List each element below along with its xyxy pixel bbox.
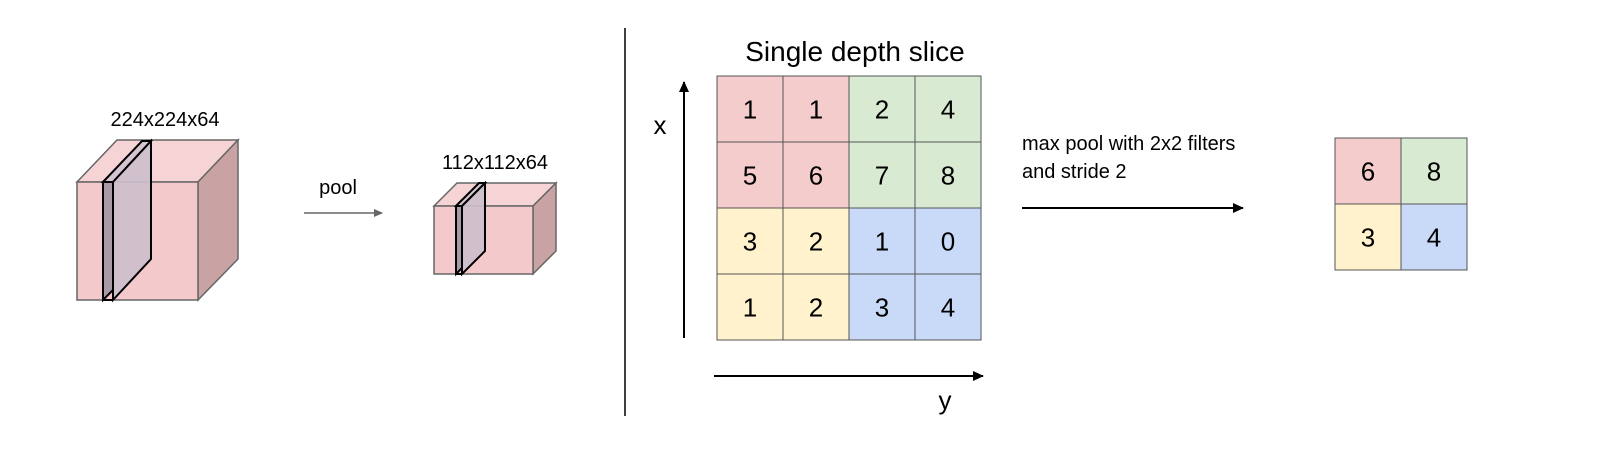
input-grid-cell-value: 5 — [743, 160, 757, 190]
input-grid-cell-value: 7 — [875, 160, 889, 190]
input-volume-cube — [75, 138, 240, 303]
input-grid-cell — [914, 75, 982, 143]
input-grid-cell — [782, 207, 850, 275]
input-grid-cell-value: 1 — [743, 292, 757, 322]
input-grid-cell — [716, 207, 784, 275]
output-depth-slice — [461, 180, 486, 277]
output-grid-cell-value: 3 — [1361, 222, 1375, 252]
input-grid-cell-value: 2 — [809, 292, 823, 322]
output-grid-cell — [1334, 203, 1402, 271]
output-grid: 6 8 3 4 — [1334, 137, 1468, 271]
input-grid-cell — [782, 273, 850, 341]
input-depth-slice — [112, 138, 152, 303]
output-grid-cell — [1400, 137, 1468, 205]
operation-caption-line2: and stride 2 — [1022, 161, 1127, 183]
input-grid-cell-value: 1 — [743, 94, 757, 124]
input-grid-cell-value: 0 — [941, 226, 955, 256]
x-axis-label: x — [654, 110, 667, 140]
input-grid-cell — [914, 273, 982, 341]
input-grid-cell-value: 1 — [875, 226, 889, 256]
output-grid-cell-value: 8 — [1427, 156, 1441, 186]
output-grid-cell — [1400, 203, 1468, 271]
y-axis-label: y — [939, 385, 952, 415]
input-grid-cell-value: 1 — [809, 94, 823, 124]
input-grid-cell — [848, 141, 916, 209]
input-slice-side — [102, 169, 114, 303]
input-grid-cell — [914, 207, 982, 275]
slice-title: Single depth slice — [745, 36, 964, 67]
input-grid-cell — [848, 273, 916, 341]
input-grid-cell-value: 8 — [941, 160, 955, 190]
input-grid-cell-value: 2 — [875, 94, 889, 124]
pool-label: pool — [319, 177, 357, 199]
output-grid-cell-value: 6 — [1361, 156, 1375, 186]
output-dims-label: 112x112x64 — [442, 152, 548, 174]
input-grid-cell — [716, 141, 784, 209]
input-grid-cell-value: 2 — [809, 226, 823, 256]
input-grid-cell-value: 4 — [941, 94, 955, 124]
input-dims-label: 224x224x64 — [111, 109, 220, 131]
input-grid-cell — [716, 273, 784, 341]
output-volume-cube — [432, 180, 558, 277]
input-grid-cell-value: 3 — [743, 226, 757, 256]
input-grid-cell — [914, 141, 982, 209]
input-grid-cell-value: 3 — [875, 292, 889, 322]
input-grid: 1 1 2 4 5 6 7 8 3 2 1 0 1 2 3 4 — [716, 75, 982, 341]
input-grid-cell — [782, 141, 850, 209]
output-grid-cell-value: 4 — [1427, 222, 1441, 252]
input-grid-cell-value: 4 — [941, 292, 955, 322]
input-grid-cell-value: 6 — [809, 160, 823, 190]
operation-caption-line1: max pool with 2x2 filters — [1022, 133, 1235, 155]
